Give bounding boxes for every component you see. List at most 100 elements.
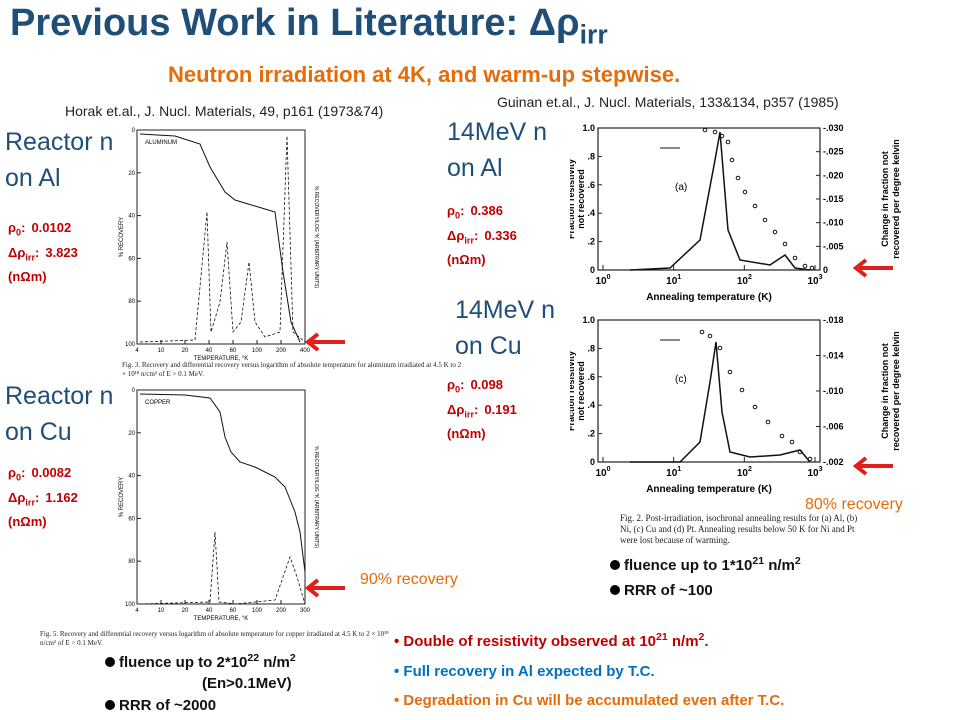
- y2-label: Change in fraction not: [880, 151, 890, 247]
- y-label: Fraction resistivity: [570, 351, 576, 431]
- x-tick-label: 4: [135, 348, 139, 354]
- plot-frame: [136, 389, 306, 605]
- value: 0.0082: [31, 465, 72, 480]
- symbol: ρ: [447, 203, 456, 218]
- conclusion-exp: 21: [656, 631, 668, 643]
- value-row: ρ0: 0.0082: [8, 463, 78, 488]
- figure-label: COPPER: [145, 400, 171, 406]
- tick-base: 10: [737, 468, 749, 479]
- symbol: ρ: [8, 465, 17, 480]
- x-tick-label: 101: [666, 466, 681, 479]
- bullet: RRR of ~100: [610, 582, 713, 599]
- value-row: ρ0: 0.386: [447, 201, 517, 226]
- sample-values: ρ0: 0.386 Δρirr: 0.336 (nΩm): [447, 201, 517, 269]
- sample-line: on Al: [447, 154, 503, 182]
- data-point: [809, 265, 815, 271]
- y-tick-label: 80: [128, 299, 135, 305]
- figure: 1.0.8.6.4.20-.018-.014-.010-.006-.002100…: [570, 315, 901, 495]
- y-tick-label: 0: [132, 128, 136, 134]
- figure-caption: Fig. 5. Recovery and differential recove…: [40, 630, 389, 647]
- separator: :: [460, 203, 465, 218]
- x-tick-label: 103: [807, 274, 822, 287]
- tick-base: 10: [807, 468, 819, 479]
- sample-name: Reactor n on Al: [5, 124, 113, 196]
- sample-line: on Cu: [455, 332, 522, 360]
- sample-name: Reactor n on Cu: [5, 378, 113, 450]
- data-point: [765, 419, 771, 425]
- tick-exp: 0: [607, 274, 611, 281]
- sample-line: on Al: [5, 164, 61, 192]
- difference-curve: [629, 131, 811, 271]
- y-tick-label: 100: [125, 602, 136, 608]
- bullet-exp: 2: [794, 555, 801, 567]
- plot-frame: [597, 127, 821, 271]
- figure-caption: Fig. 3. Recovery and differential recove…: [122, 361, 462, 378]
- symbol-sub: irr: [25, 252, 35, 263]
- tick-base: 10: [737, 276, 749, 287]
- data-point: [752, 404, 758, 410]
- tick-exp: 2: [748, 274, 752, 281]
- y-tick-label: 0: [590, 265, 595, 275]
- y2-tick-label: 0: [823, 265, 828, 275]
- conclusion-text: Double of resistivity observed at 10: [403, 633, 657, 650]
- unit: (nΩm): [447, 426, 486, 442]
- y-tick-label: 60: [128, 256, 135, 262]
- sample-name: 14MeV n on Al: [447, 114, 547, 186]
- symbol: Δρ: [8, 244, 26, 260]
- bullet-unit: n/m: [764, 557, 795, 574]
- x-tick-label: 40: [206, 608, 213, 614]
- tick-base: 10: [807, 276, 819, 287]
- y-tick-label: 0: [590, 457, 595, 467]
- x-tick-label: 100: [252, 608, 263, 614]
- symbol: Δρ: [447, 401, 465, 417]
- sample-values: ρ0: 0.0102 Δρirr: 3.823 (nΩm): [8, 218, 78, 286]
- value: 0.191: [484, 401, 517, 417]
- difference-curve: [630, 341, 811, 463]
- data-point: [719, 133, 725, 139]
- y-tick-label: .6: [587, 180, 595, 190]
- symbol-sub: 0: [16, 227, 22, 238]
- symbol: Δρ: [447, 227, 465, 243]
- bullet: fluence up to 1*1021 n/m2: [610, 555, 801, 574]
- x-tick-label: 102: [737, 274, 752, 287]
- value: 0.098: [470, 377, 503, 392]
- value-row: Δρirr: 1.162: [8, 488, 78, 513]
- tick-exp: 3: [819, 466, 823, 473]
- sample-line: Reactor n: [5, 382, 114, 410]
- recovery-note: 90% recovery: [360, 571, 458, 588]
- conclusion-exp: 2: [698, 631, 705, 643]
- separator: :: [35, 489, 40, 505]
- sample-line: 14MeV n: [455, 296, 556, 324]
- data-point: [772, 229, 778, 235]
- conclusion-end: .: [704, 633, 709, 650]
- bullet-text: fluence up to 1*10: [624, 557, 753, 574]
- recovery-note: 80% recovery: [805, 496, 903, 513]
- x-tick-label: 100: [595, 466, 610, 479]
- data-point: [742, 189, 748, 195]
- y-tick-label: .4: [587, 400, 595, 410]
- data-point: [729, 157, 735, 163]
- data-point: [717, 345, 723, 351]
- y-tick-label: 40: [128, 474, 135, 480]
- conclusion-text: Degradation in Cu will be accumulated ev…: [403, 692, 785, 709]
- data-point: [739, 387, 745, 393]
- figure-label: ALUMINUM: [145, 140, 177, 146]
- tick-exp: 0: [607, 466, 611, 473]
- y2-tick-label: -.005: [823, 241, 844, 251]
- bullet: (En>0.1MeV): [202, 675, 292, 692]
- plot-frame: [136, 129, 306, 345]
- tick-base: 10: [595, 276, 607, 287]
- separator: :: [21, 465, 26, 480]
- bullet-text: RRR of ~100: [624, 582, 713, 599]
- unit: (nΩm): [447, 252, 486, 268]
- y-tick-label: .4: [587, 208, 595, 218]
- bullet: RRR of ~2000: [105, 697, 216, 714]
- symbol-sub: irr: [25, 497, 35, 508]
- y-tick-label: 100: [125, 342, 136, 348]
- y2-tick-label: -.006: [823, 422, 844, 432]
- y2-tick-label: -.015: [823, 194, 844, 204]
- symbol-sub: 0: [455, 210, 461, 221]
- y2-tick-label: -.010: [823, 386, 844, 396]
- y-tick-label: .8: [587, 343, 595, 353]
